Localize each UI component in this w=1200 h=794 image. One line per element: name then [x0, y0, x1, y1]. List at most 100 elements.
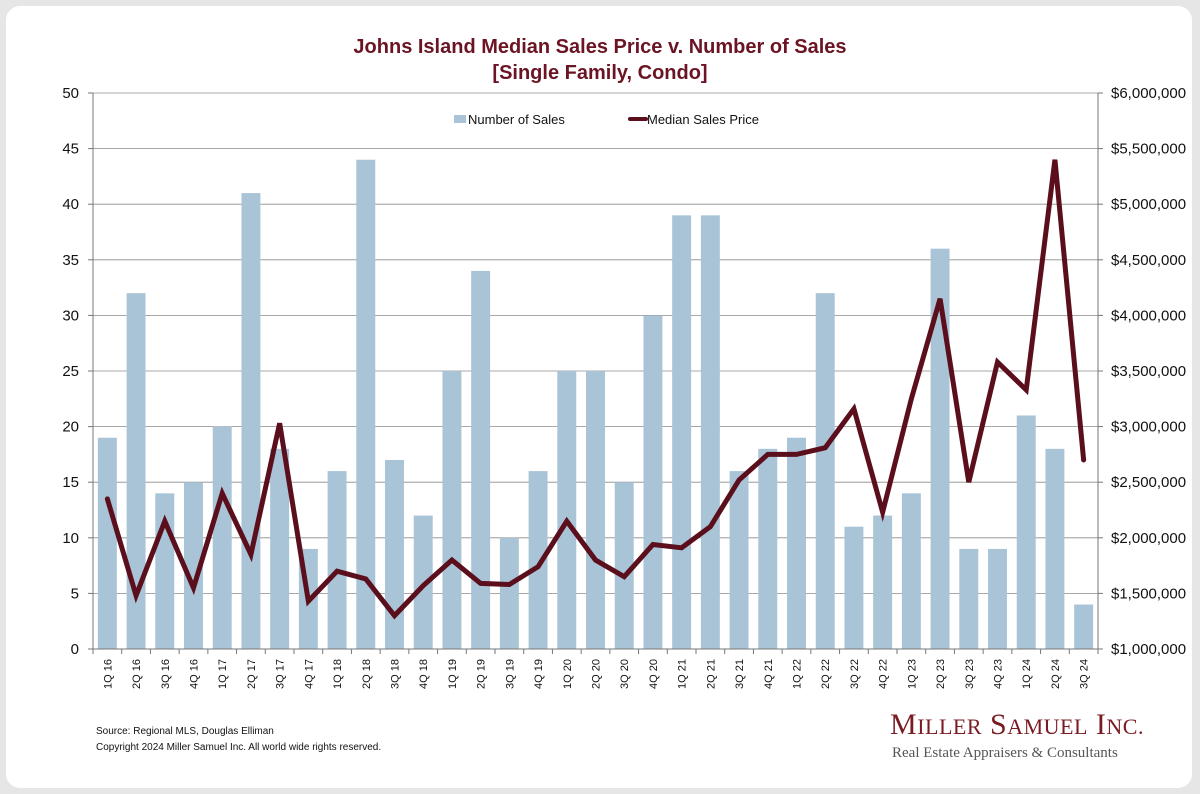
y-right-tick-label: $3,000,000: [1111, 419, 1186, 436]
x-tick-label: 3Q 18: [390, 659, 402, 689]
x-tick-label: 4Q 17: [303, 659, 315, 689]
x-tick-label: 3Q 21: [734, 659, 746, 689]
bar-number-of-sales: [643, 315, 663, 649]
company-logo-wordmark: MILLER SAMUEL INC.: [890, 708, 1144, 741]
bar-number-of-sales: [1074, 604, 1094, 649]
y-right-tick-label: $5,000,000: [1111, 196, 1186, 213]
bar-number-of-sales: [729, 471, 749, 649]
x-tick-label: 2Q 18: [361, 659, 373, 689]
y-right-tick-label: $6,000,000: [1111, 85, 1186, 102]
x-tick-label: 2Q 22: [820, 659, 832, 689]
bar-number-of-sales: [700, 215, 720, 649]
x-tick-label: 1Q 23: [906, 659, 918, 689]
y-right-tick-label: $1,500,000: [1111, 585, 1186, 602]
x-tick-label: 4Q 16: [189, 659, 201, 689]
x-tick-label: 4Q 23: [993, 659, 1005, 689]
x-tick-label: 4Q 18: [418, 659, 430, 689]
bar-number-of-sales: [385, 459, 404, 649]
y-left-tick-label: 35: [62, 252, 79, 269]
x-tick-label: 2Q 19: [476, 659, 488, 689]
bar-number-of-sales: [988, 548, 1007, 649]
bar-number-of-sales: [1045, 448, 1065, 649]
x-tick-label: 3Q 19: [504, 659, 516, 689]
line-series: [104, 159, 1087, 620]
y-right-tick-label: $3,500,000: [1111, 363, 1186, 380]
x-tick-label: 1Q 16: [102, 659, 114, 689]
x-tick-label: 3Q 23: [964, 659, 976, 689]
y-left-tick-label: 0: [71, 641, 79, 658]
bar-number-of-sales: [586, 371, 605, 649]
bar-number-of-sales: [356, 159, 376, 649]
x-tick-label: 2Q 16: [131, 659, 143, 689]
y-right-tick-label: $2,500,000: [1111, 474, 1186, 491]
company-tagline: Real Estate Appraisers & Consultants: [892, 745, 1118, 761]
x-tick-label: 1Q 21: [677, 659, 689, 689]
x-tick-label: 4Q 19: [533, 659, 545, 689]
x-tick-label: 3Q 24: [1079, 659, 1091, 689]
bar-number-of-sales: [126, 293, 146, 649]
bar-number-of-sales: [528, 471, 548, 649]
bar-number-of-sales: [270, 448, 290, 649]
bar-number-of-sales: [212, 426, 232, 649]
bar-number-of-sales: [672, 215, 692, 649]
x-tick-label: 4Q 20: [648, 659, 660, 689]
x-tick-label: 2Q 23: [935, 659, 947, 689]
y-left-tick-label: 10: [62, 530, 79, 547]
x-tick-label: 3Q 22: [849, 659, 861, 689]
source-note: Source: Regional MLS, Douglas Elliman: [96, 726, 274, 737]
x-tick-label: 2Q 21: [705, 659, 717, 689]
x-tick-label: 3Q 16: [160, 659, 172, 689]
y-left-tick-label: 15: [62, 474, 79, 491]
copyright-note: Copyright 2024 Miller Samuel Inc. All wo…: [96, 742, 382, 753]
bar-number-of-sales: [959, 548, 979, 649]
bar-number-of-sales: [930, 248, 950, 649]
bar-number-of-sales: [241, 193, 261, 649]
y-right-tick-label: $4,000,000: [1111, 307, 1186, 324]
y-right-tick-label: $2,000,000: [1111, 530, 1186, 547]
bar-number-of-sales: [815, 293, 835, 649]
x-tick-label: 1Q 22: [792, 659, 804, 689]
y-left-tick-label: 30: [62, 307, 79, 324]
bar-number-of-sales: [557, 371, 577, 649]
y-right-tick-label: $5,500,000: [1111, 141, 1186, 158]
bar-number-of-sales: [873, 515, 893, 649]
x-tick-label: 1Q 24: [1021, 659, 1033, 689]
x-tick-label: 2Q 17: [246, 659, 258, 689]
chart-subtitle: [Single Family, Condo]: [492, 62, 708, 84]
bar-number-of-sales: [758, 448, 778, 649]
chart-title: Johns Island Median Sales Price v. Numbe…: [353, 36, 847, 58]
bar-number-of-sales: [442, 371, 462, 649]
bar-number-of-sales: [97, 437, 117, 649]
y-left-tick-label: 5: [71, 585, 79, 602]
bar-number-of-sales: [327, 471, 347, 649]
bar-number-of-sales: [614, 482, 634, 649]
x-tick-label: 3Q 20: [619, 659, 631, 689]
legend-label-bars: Number of Sales: [468, 112, 565, 127]
y-right-tick-label: $4,500,000: [1111, 252, 1186, 269]
axes: 0 5 10 15 20 25 30 35 40 45 50 $1,000,000 $1,500,000…: [62, 85, 1186, 689]
bar-number-of-sales: [844, 526, 864, 649]
bar-number-of-sales: [471, 270, 491, 649]
y-left-tick-label: 40: [62, 196, 79, 213]
bar-number-of-sales: [1016, 415, 1036, 649]
legend-swatch-bars: [454, 115, 466, 123]
x-tick-label: 4Q 22: [878, 659, 890, 689]
bar-number-of-sales: [184, 482, 203, 649]
x-tick-label: 1Q 17: [217, 659, 229, 689]
y-left-tick-label: 20: [62, 419, 79, 436]
x-tick-label: 3Q 17: [275, 659, 287, 689]
x-tick-label: 2Q 24: [1050, 659, 1062, 689]
y-left-tick-label: 25: [62, 363, 79, 380]
legend-label-line: Median Sales Price: [647, 112, 759, 127]
y-left-tick-label: 45: [62, 141, 79, 158]
x-tick-label: 2Q 20: [591, 659, 603, 689]
bar-number-of-sales: [787, 437, 806, 649]
bar-number-of-sales: [499, 537, 519, 649]
x-tick-label: 1Q 18: [332, 659, 344, 689]
y-right-tick-label: $1,000,000: [1111, 641, 1186, 658]
bar-number-of-sales: [901, 493, 921, 649]
legend: Number of Sales Median Sales Price: [454, 112, 759, 127]
x-tick-label: 1Q 20: [562, 659, 574, 689]
y-left-tick-label: 50: [62, 85, 79, 102]
